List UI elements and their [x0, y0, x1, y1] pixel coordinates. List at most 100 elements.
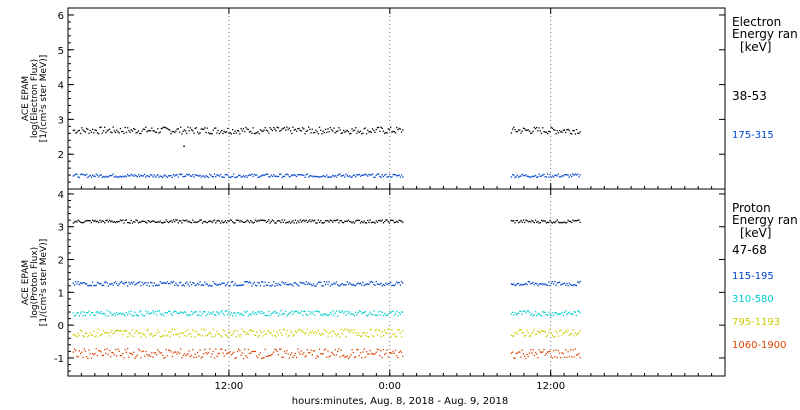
data-point — [286, 126, 288, 128]
data-point — [353, 284, 356, 286]
data-point — [198, 133, 200, 135]
data-point — [148, 354, 151, 356]
data-point — [554, 174, 556, 177]
data-point — [171, 314, 173, 316]
data-point — [351, 329, 353, 331]
data-point — [153, 312, 155, 314]
data-point — [533, 222, 535, 224]
data-point — [311, 330, 313, 332]
data-point — [108, 335, 111, 337]
data-point — [125, 219, 128, 221]
data-point — [281, 314, 283, 316]
data-point — [79, 329, 82, 331]
data-point — [233, 284, 235, 287]
data-point — [321, 314, 323, 317]
data-point — [291, 310, 293, 312]
data-point — [308, 334, 310, 336]
data-point — [285, 222, 287, 224]
data-point — [75, 349, 77, 352]
data-point — [254, 174, 257, 176]
data-point — [259, 219, 262, 221]
data-point — [273, 220, 275, 222]
data-point — [259, 312, 262, 315]
data-point — [146, 312, 148, 315]
data-point — [536, 126, 538, 129]
data-point — [537, 130, 539, 132]
data-point — [359, 352, 362, 354]
data-point — [292, 126, 294, 128]
data-point — [128, 281, 130, 284]
data-point — [544, 131, 546, 133]
data-point — [324, 348, 327, 350]
data-point — [326, 281, 328, 283]
data-point — [176, 174, 178, 176]
data-point — [557, 221, 560, 223]
data-point — [291, 284, 293, 286]
data-point — [377, 349, 380, 351]
data-point — [199, 219, 201, 221]
data-point — [280, 129, 282, 132]
data-point — [256, 331, 258, 333]
data-point — [574, 348, 576, 350]
data-point — [295, 175, 298, 178]
data-point — [298, 127, 300, 130]
data-point — [324, 330, 327, 332]
data-point — [549, 130, 551, 133]
data-point — [274, 175, 276, 177]
data-point — [537, 220, 539, 223]
data-point — [180, 348, 182, 350]
data-point — [88, 220, 90, 222]
data-point — [234, 222, 236, 224]
data-point — [126, 127, 129, 129]
data-point — [231, 353, 234, 355]
data-point — [537, 330, 539, 332]
data-point — [571, 133, 573, 135]
data-point — [289, 175, 292, 177]
data-point — [379, 283, 381, 286]
legend-entry: 38-53 — [732, 89, 767, 103]
data-point — [93, 314, 95, 317]
data-point — [370, 353, 373, 355]
data-point — [400, 280, 403, 283]
data-point — [100, 174, 102, 176]
data-point — [252, 127, 254, 129]
data-point — [396, 281, 398, 283]
data-point — [196, 351, 199, 354]
data-point — [525, 282, 527, 285]
data-point — [78, 283, 81, 286]
data-point — [247, 315, 249, 317]
data-point — [124, 282, 126, 284]
data-point — [166, 221, 169, 223]
data-point — [216, 330, 218, 333]
series-795-1193: 795-1193 — [72, 317, 780, 338]
data-point — [536, 333, 538, 335]
data-point — [134, 357, 136, 359]
data-point — [133, 128, 135, 130]
data-point — [207, 285, 210, 287]
data-point — [147, 130, 149, 132]
data-point — [126, 285, 129, 287]
data-point — [153, 352, 155, 354]
data-point — [579, 131, 581, 133]
data-point — [104, 126, 106, 128]
data-point — [393, 221, 395, 224]
y-tick-label: 2 — [58, 150, 64, 161]
data-point — [532, 331, 534, 333]
data-point — [262, 281, 264, 283]
data-point — [299, 353, 301, 355]
data-point — [575, 174, 578, 176]
data-point — [379, 314, 381, 316]
data-point — [104, 222, 106, 224]
data-point — [175, 310, 177, 313]
data-point — [575, 220, 578, 222]
data-point — [128, 311, 130, 313]
data-point — [227, 352, 229, 354]
data-point — [230, 281, 233, 283]
data-point — [565, 222, 567, 224]
data-point — [363, 128, 365, 130]
data-point — [166, 355, 169, 357]
data-point — [149, 312, 152, 315]
data-point — [286, 349, 288, 352]
data-point — [548, 281, 550, 283]
data-point — [176, 334, 178, 336]
